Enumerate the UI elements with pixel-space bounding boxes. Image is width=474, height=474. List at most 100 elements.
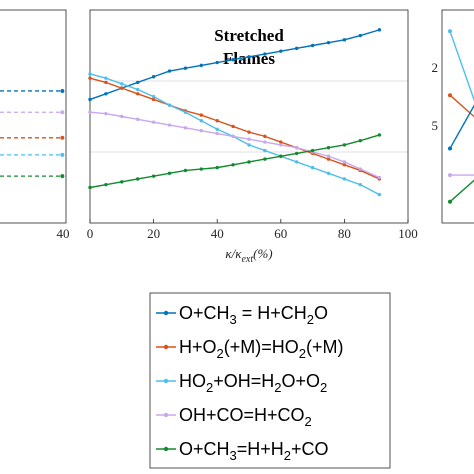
series-0-point-7 [199, 63, 203, 68]
legend-entry-3: OH+CO=H+CO2 [156, 405, 312, 429]
legend-entry-0-label: O+CH3 = H+CH2O [179, 303, 328, 327]
series-4-point-11 [263, 157, 267, 161]
right-series-4-line [449, 179, 474, 203]
series-2-point-17 [358, 182, 362, 187]
legend: O+CH3 = H+CH2O H+O2(+M)=HO2(+M) HO2+OH=H2O… [149, 292, 391, 469]
x-tick-label-60: 60 [274, 226, 287, 241]
left-panel-x-ticks: 40 [57, 226, 70, 241]
series-0 [88, 28, 382, 102]
right-panel-axes [441, 9, 474, 224]
series-2-point-13 [295, 160, 299, 164]
legend-entry-3-marker [163, 412, 169, 418]
left-panel-series [0, 88, 65, 179]
series-0-point-18 [377, 28, 382, 32]
series-3-point-17 [358, 167, 362, 171]
right-series-4 [448, 179, 474, 204]
legend-entry-1: H+O2(+M)=HO2(+M) [156, 337, 344, 361]
series-2 [88, 72, 382, 197]
left-series-3-point [60, 152, 65, 157]
series-2-point-1 [104, 76, 108, 80]
series-4-point-1 [104, 182, 108, 187]
right-series-1-line [449, 94, 474, 118]
series-3 [88, 110, 382, 180]
series-2-point-11 [263, 148, 267, 153]
series-0-point-5 [167, 69, 172, 73]
legend-entry-2-marker [163, 378, 169, 384]
right-series-1-point [448, 93, 452, 98]
series-4-point-9 [231, 163, 235, 167]
x-tick-label-20: 20 [147, 226, 160, 241]
series-1-point-7 [199, 113, 203, 117]
series-0-point-14 [310, 43, 315, 48]
x-tick-label-80: 80 [338, 226, 351, 241]
series-4-point-14 [310, 148, 315, 153]
series-2-point-15 [326, 171, 331, 175]
series-0-point-0 [88, 97, 92, 102]
series-2-point-14 [310, 165, 315, 170]
series-2-point-0 [88, 72, 92, 76]
series-1-point-4 [151, 97, 156, 102]
series-0-point-15 [326, 40, 331, 45]
series-2-point-3 [136, 87, 140, 92]
series-3-point-10 [247, 137, 251, 141]
series-4-point-6 [183, 168, 188, 173]
series-4-point-10 [247, 160, 251, 164]
series-1-point-15 [326, 157, 331, 161]
center-panel-axes [89, 9, 409, 224]
legend-entries: O+CH3 = H+CH2O H+O2(+M)=HO2(+M) HO2+OH=H2O… [156, 303, 344, 463]
series-4-point-15 [326, 146, 331, 150]
series-1-point-3 [136, 92, 140, 96]
left-panel: 40 [0, 9, 70, 241]
right-y-tick-label-0: 2 [432, 60, 439, 75]
series-4-point-16 [342, 143, 347, 147]
legend-entry-4-label: O+CH3=H+H2+CO [179, 439, 329, 463]
series-2-point-7 [199, 119, 203, 123]
series-3-point-18 [377, 175, 382, 180]
series-3-point-15 [326, 154, 331, 158]
series-3-point-4 [151, 120, 156, 124]
series-2-point-8 [215, 127, 219, 131]
right-series-2-line [449, 104, 474, 149]
left-series-1-point [60, 110, 65, 115]
series-1-point-1 [104, 80, 108, 85]
series-3-point-11 [263, 140, 267, 144]
legend-entry-1-label: H+O2(+M)=HO2(+M) [179, 337, 344, 361]
x-tick-label-100: 100 [398, 226, 418, 241]
series-2-point-2 [120, 82, 124, 86]
series-1-point-16 [342, 163, 347, 167]
series-4-point-13 [295, 151, 299, 156]
left-panel-axes [0, 9, 67, 224]
series-0-point-12 [279, 49, 283, 53]
series-1-point-8 [215, 119, 219, 123]
series-1-point-10 [247, 130, 251, 134]
x-axis-label: κ/κext(%) [225, 246, 272, 265]
left-series-4-point [60, 174, 65, 179]
legend-box [149, 292, 391, 469]
series-4-point-3 [136, 177, 140, 181]
right-series-0-line [449, 31, 474, 102]
series-1-point-0 [88, 76, 92, 80]
series-3-point-2 [120, 114, 124, 119]
right-panel-series [448, 29, 474, 204]
right-panel-y-ticks: 25 [432, 60, 439, 133]
legend-entry-1-marker [163, 344, 169, 350]
right-panel: 25 [432, 9, 474, 224]
series-4-point-5 [167, 171, 172, 175]
series-4 [88, 133, 382, 190]
right-series-4-point [448, 199, 452, 204]
series-2-point-4 [151, 94, 156, 99]
center-panel-series [88, 28, 382, 197]
legend-entry-4-marker [163, 446, 169, 452]
right-series-0 [448, 29, 474, 102]
series-3-point-8 [215, 131, 219, 136]
series-0-point-11 [263, 52, 267, 56]
series-2-point-10 [247, 143, 251, 147]
series-1-point-9 [231, 124, 235, 129]
series-0-point-4 [151, 75, 156, 79]
series-4-point-2 [120, 180, 124, 184]
series-0-point-6 [183, 66, 188, 70]
series-3-line [89, 111, 380, 179]
legend-entry-3-label: OH+CO=H+CO2 [179, 405, 312, 429]
right-series-3 [448, 173, 474, 178]
